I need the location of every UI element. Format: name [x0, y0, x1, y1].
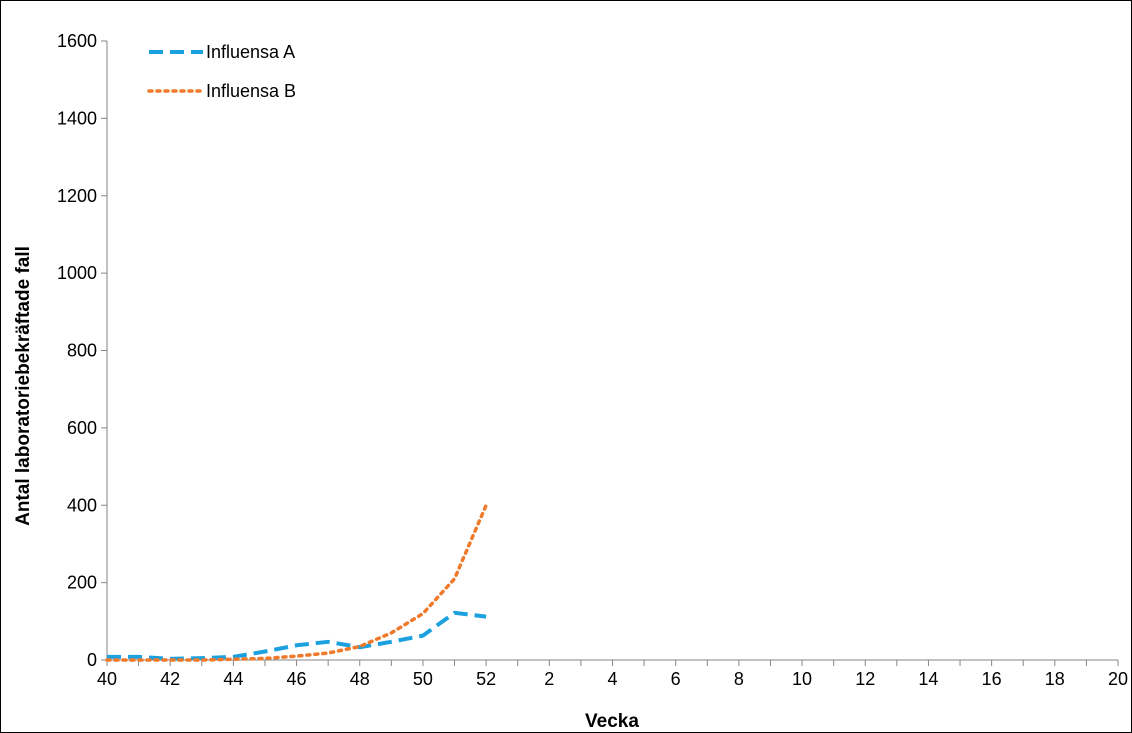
- series-group: [105, 503, 488, 662]
- y-tick-label: 800: [67, 341, 97, 361]
- x-tick-label: 20: [1108, 669, 1128, 689]
- series-line-influensa-b: [105, 503, 488, 662]
- x-tick-label: 42: [160, 669, 180, 689]
- y-tick-label: 200: [67, 573, 97, 593]
- x-axis-title: Vecka: [585, 711, 639, 732]
- x-tick-label: 14: [918, 669, 938, 689]
- y-tick-label: 1600: [57, 31, 97, 51]
- y-tick-label: 1400: [57, 108, 97, 128]
- series-line-influensa-a: [107, 610, 487, 661]
- y-tick-label: 0: [87, 650, 97, 670]
- x-tick-label: 10: [792, 669, 812, 689]
- x-tick-label: 6: [671, 669, 681, 689]
- x-tick-label: 12: [855, 669, 875, 689]
- x-tick-label: 48: [350, 669, 370, 689]
- x-tick-label: 16: [982, 669, 1002, 689]
- y-tick-label: 400: [67, 495, 97, 515]
- y-tick-label: 600: [67, 418, 97, 438]
- y-tick-label: 1200: [57, 186, 97, 206]
- y-tick-label: 1000: [57, 263, 97, 283]
- x-tick-label: 44: [223, 669, 243, 689]
- x-tick-label: 50: [413, 669, 433, 689]
- x-tick-label: 46: [287, 669, 307, 689]
- legend-label: Influensa A: [206, 42, 295, 62]
- x-tick-label: 52: [476, 669, 496, 689]
- x-tick-label: 4: [607, 669, 617, 689]
- x-tick-label: 2: [544, 669, 554, 689]
- legend: Influensa A Influensa B: [147, 42, 296, 101]
- x-tick-label: 8: [734, 669, 744, 689]
- x-tick-label: 40: [97, 669, 117, 689]
- y-axis-title: Antal laboratoriebekräftade fall: [13, 246, 34, 526]
- legend-label: Influensa B: [206, 81, 296, 101]
- x-tick-label: 18: [1045, 669, 1065, 689]
